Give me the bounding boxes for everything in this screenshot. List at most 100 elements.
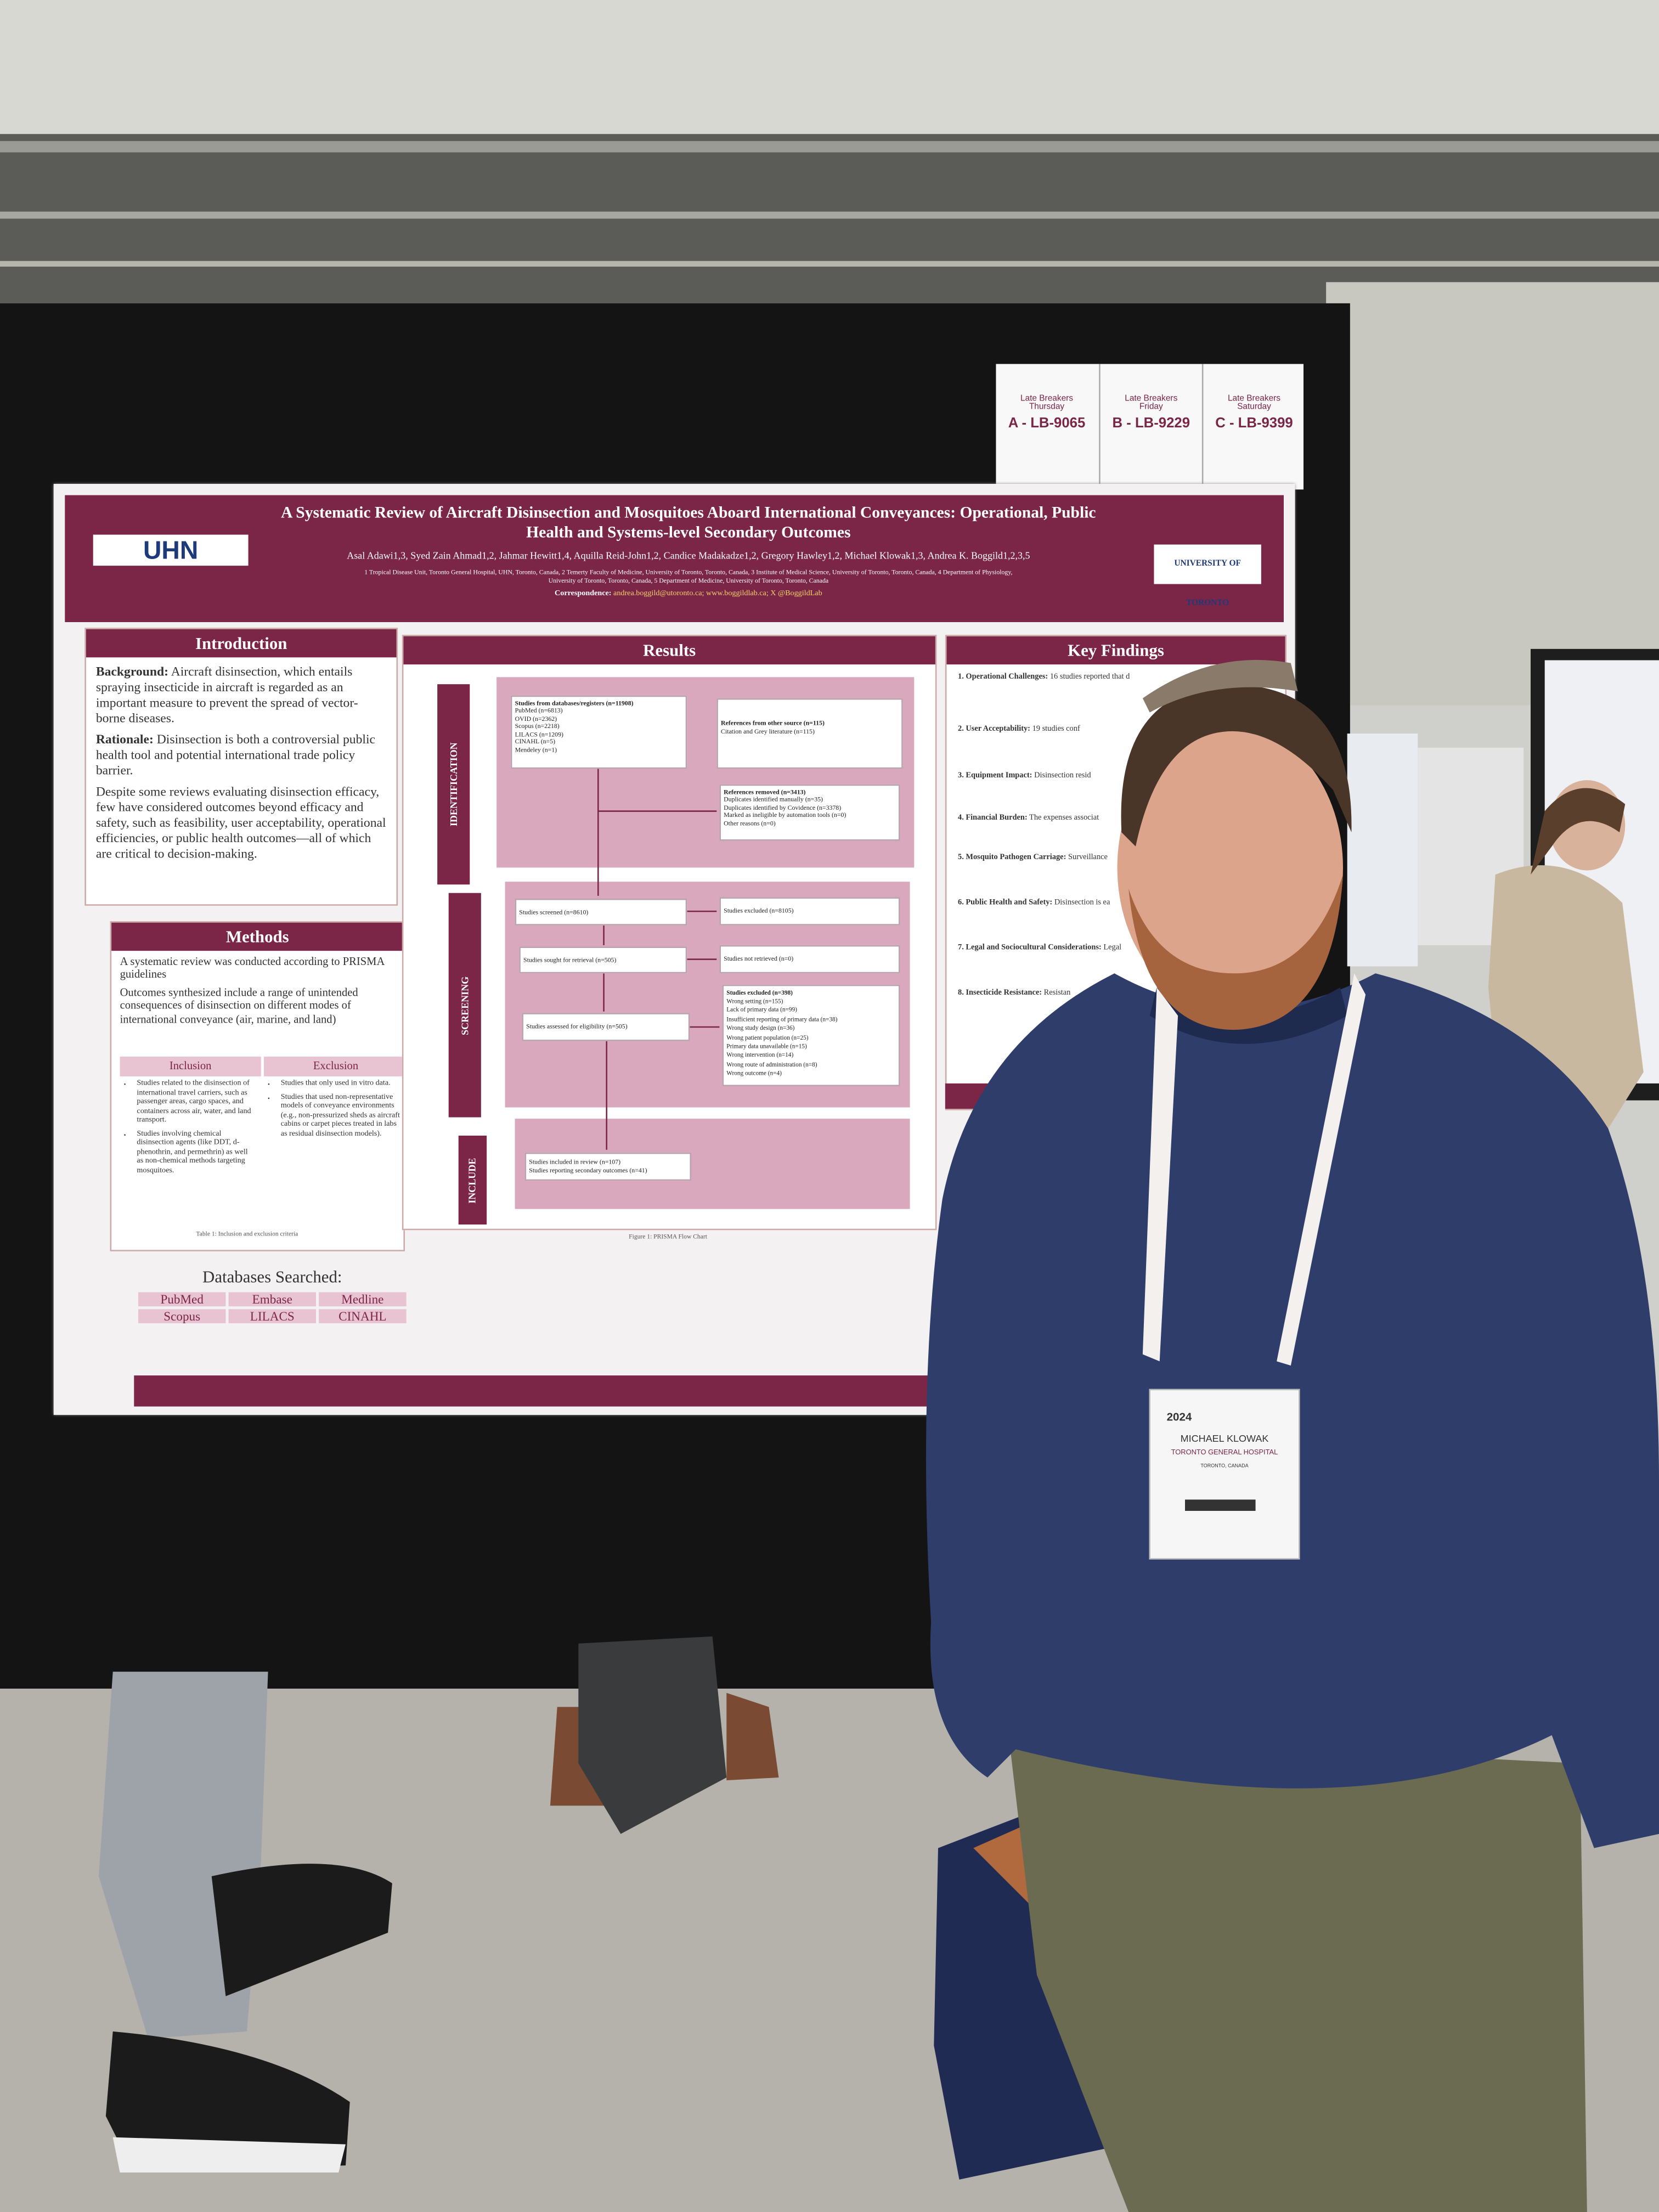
prisma-box: Studies screened (n=8610) bbox=[515, 899, 687, 926]
correspondence-text: andrea.boggild@utoronto.ca; www.boggildl… bbox=[613, 589, 822, 599]
criterion: Studies that only used in vitro data. bbox=[281, 1079, 405, 1088]
intro-text: Background: Aircraft disinsection, which… bbox=[96, 664, 387, 862]
section-heading: Introduction bbox=[86, 629, 397, 658]
sign-column: Late Breakers Friday B - LB-9229 bbox=[1099, 364, 1202, 490]
lead: 7. Legal and Sociocultural Consideration… bbox=[958, 944, 1102, 952]
box-lead: Studies excluded (n=398) bbox=[726, 988, 793, 996]
sign-label: Late Breakers bbox=[1227, 395, 1281, 404]
text: Disinsection is both a controversial pub… bbox=[95, 732, 376, 777]
section-heading: Methods bbox=[111, 922, 404, 951]
text: Aircraft disinsection, which entails spr… bbox=[95, 664, 358, 725]
method-point: A systematic review was conducted accord… bbox=[120, 955, 385, 981]
shoe bbox=[105, 2031, 350, 2173]
box-line: Duplicates identified manually (n=35) bbox=[724, 795, 823, 803]
far-poster bbox=[1347, 733, 1418, 967]
sign-column: Late Breakers Thursday A - LB-9065 bbox=[996, 364, 1097, 489]
text: Disinsection is ea bbox=[1054, 899, 1110, 907]
findings-list: 1. Operational Challenges: 16 studies re… bbox=[958, 673, 1277, 998]
paragraph: Rationale: Disinsection is both a contro… bbox=[96, 732, 387, 779]
badge-name: MICHAEL KLOWAK bbox=[1180, 1435, 1269, 1445]
box-line: Studies included in review (n=107) bbox=[529, 1158, 621, 1166]
authors: Asal Adawi1,3, Syed Zain Ahmad1,2, Jahma… bbox=[347, 550, 1030, 562]
box-line: Studies reporting secondary outcomes (n=… bbox=[529, 1166, 647, 1173]
text: Disinsection resid bbox=[1034, 771, 1091, 781]
finding: 4. Financial Burden: The expenses associ… bbox=[958, 814, 1277, 854]
text: Surveillance bbox=[1068, 853, 1108, 862]
box-line: CINAHL (n=5) bbox=[515, 738, 556, 746]
lead: 2. User Acceptability: bbox=[958, 725, 1030, 734]
paragraph: Background: Aircraft disinsection, which… bbox=[96, 664, 387, 726]
prisma-box: References removed (n=3413) Duplicates i… bbox=[719, 784, 900, 841]
badge-year: 2024 bbox=[1166, 1410, 1192, 1424]
prisma-box: Studies excluded (n=8105) bbox=[719, 897, 900, 926]
sign-label: Late Breakers bbox=[1125, 395, 1178, 404]
box-line: Lack of primary data (n=99) bbox=[726, 1006, 797, 1014]
box-line: Wrong outcome (n=4) bbox=[726, 1069, 782, 1077]
bag bbox=[578, 1636, 727, 1834]
finding: 1. Operational Challenges: 16 studies re… bbox=[958, 673, 1277, 725]
database: Scopus bbox=[138, 1309, 226, 1324]
database: PubMed bbox=[138, 1292, 226, 1307]
prisma-box: Studies from databases/registers (n=1190… bbox=[510, 695, 687, 769]
badge-text: 2024 MICHAEL KLOWAK TORONTO GENERAL HOSP… bbox=[1150, 1410, 1300, 1468]
criterion: Studies involving chemical disinsection … bbox=[137, 1129, 255, 1175]
methods: Methods A systematic review was conducte… bbox=[110, 921, 408, 1251]
sign-label: Late Breakers bbox=[1020, 395, 1074, 404]
introduction: Introduction Background: Aircraft disins… bbox=[84, 628, 398, 906]
prisma-box: Studies included in review (n=107) Studi… bbox=[524, 1152, 692, 1181]
phase-label: INCLUDE bbox=[458, 1136, 487, 1225]
sign-code: A - LB-9065 bbox=[1008, 416, 1086, 432]
lead: 3. Equipment Impact: bbox=[958, 771, 1032, 781]
prisma-box: Studies assessed for eligibility (n=505) bbox=[522, 1013, 690, 1041]
box-line: Wrong setting (n=155) bbox=[726, 997, 783, 1005]
text: 19 studies conf bbox=[1032, 725, 1080, 734]
text: Legal bbox=[1103, 944, 1122, 952]
shoe bbox=[726, 1692, 779, 1781]
finding: 7. Legal and Sociocultural Consideration… bbox=[958, 944, 1277, 989]
lead: Rationale: bbox=[95, 732, 154, 747]
correspondence: Correspondence: andrea.boggild@utoronto.… bbox=[251, 590, 1126, 598]
criterion: Studies related to the disinsection of i… bbox=[137, 1079, 255, 1125]
prisma-box: Studies not retrieved (n=0) bbox=[719, 945, 900, 974]
bystander-hair bbox=[1531, 788, 1626, 875]
lanyard bbox=[1142, 988, 1178, 1362]
affiliations: 1 Tropical Disease Unit, Toronto General… bbox=[237, 568, 1140, 585]
box-line: Duplicates identified by Covidence (n=33… bbox=[724, 803, 842, 811]
text: The expenses associat bbox=[1029, 814, 1099, 823]
box-line: Primary data unavailable (n=15) bbox=[726, 1042, 807, 1049]
box-lead: References removed (n=3413) bbox=[724, 788, 806, 795]
criteria-table: Inclusion Exclusion Studies related to t… bbox=[120, 1057, 408, 1226]
pants bbox=[1008, 1735, 1587, 2212]
box-line: Insufficient reporting of primary data (… bbox=[726, 1015, 838, 1023]
methods-text: A systematic review was conducted accord… bbox=[120, 955, 397, 1026]
finding: 8. Insecticide Resistance: Resistan bbox=[958, 989, 1277, 998]
prisma-box: Studies sought for retrieval (n=505) bbox=[519, 946, 687, 974]
box-line: Mendeley (n=1) bbox=[515, 746, 557, 754]
lead: Background: bbox=[95, 664, 169, 679]
barcode bbox=[1185, 1499, 1256, 1511]
section-heading: Results bbox=[403, 636, 935, 665]
box-line: Wrong route of administration (n=8) bbox=[726, 1060, 817, 1068]
affiliation-line: University of Toronto, Toronto, Canada, … bbox=[548, 577, 829, 584]
shoe-sole bbox=[112, 2137, 346, 2173]
box-line: Scopus (n=2218) bbox=[515, 723, 560, 730]
beam bbox=[0, 211, 1659, 219]
prisma-box: Studies excluded (n=398) Wrong setting (… bbox=[722, 984, 900, 1087]
table-caption: Table 1: Inclusion and exclusion criteri… bbox=[196, 1230, 298, 1238]
figure-caption: Figure 1: PRISMA Flow Chart bbox=[629, 1233, 707, 1240]
box-line: OVID (n=2362) bbox=[515, 714, 557, 722]
badge bbox=[1149, 1389, 1300, 1560]
finding: 2. User Acceptability: 19 studies conf bbox=[958, 725, 1277, 772]
database-grid: PubMed Embase Medline Scopus LILACS CINA… bbox=[138, 1292, 407, 1324]
table-header: Inclusion bbox=[120, 1057, 261, 1077]
hair bbox=[1121, 684, 1352, 847]
uoft-logo: UNIVERSITY OF TORONTO bbox=[1154, 544, 1261, 608]
lead: 4. Financial Burden: bbox=[958, 814, 1028, 823]
poster-title: A Systematic Review of Aircraft Disinsec… bbox=[251, 504, 1126, 543]
box-line: Wrong intervention (n=14) bbox=[726, 1051, 794, 1059]
ceiling bbox=[0, 0, 1659, 142]
title-line: Health and Systems-level Secondary Outco… bbox=[526, 524, 851, 542]
database: Medline bbox=[319, 1292, 407, 1307]
table-header: Exclusion bbox=[263, 1057, 408, 1077]
